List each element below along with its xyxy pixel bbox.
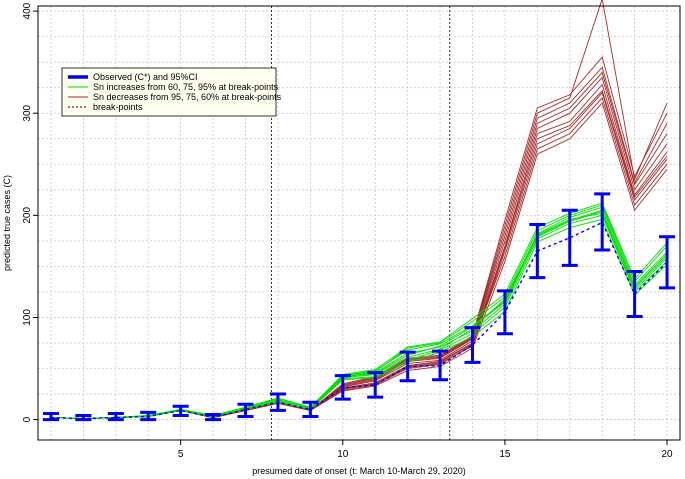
- x-tick-label: 15: [499, 449, 511, 460]
- y-axis-label: predicted true cases (C): [2, 175, 12, 271]
- x-tick-label: 5: [178, 449, 184, 460]
- observed-point: [211, 415, 215, 420]
- legend-box: [61, 67, 277, 117]
- red-series-line: [50, 102, 668, 420]
- observed-point: [438, 363, 442, 368]
- y-tick-label: 100: [22, 309, 33, 326]
- plot-frame: [37, 5, 681, 441]
- red-series-line: [50, 97, 668, 420]
- red-series-line: [50, 89, 668, 420]
- observed-point: [179, 408, 183, 412]
- legend-label: break-points: [93, 102, 143, 112]
- x-axis: 5 10 15 20: [178, 440, 673, 460]
- legend-label: Sn decreases from 95, 75, 60% at break-p…: [93, 92, 282, 102]
- observed-point: [341, 386, 345, 390]
- y-axis: 0 100 200 300 400: [22, 2, 38, 422]
- observed-point: [568, 236, 572, 240]
- green-series-line: [50, 202, 668, 420]
- observed-point: [470, 343, 475, 347]
- observed-point: [276, 400, 280, 404]
- y-tick-label: 300: [22, 104, 33, 121]
- observed-point: [535, 249, 539, 253]
- observed-point: [665, 260, 669, 264]
- legend-label: Observed (C*) and 95%CI: [93, 72, 198, 82]
- legend-label: Sn increases from 60, 75, 95% at break-p…: [93, 82, 279, 92]
- observed-point: [406, 364, 410, 369]
- observed-point: [49, 415, 53, 420]
- observed-layer: [42, 192, 676, 422]
- observed-line: [50, 221, 668, 420]
- x-tick-label: 10: [337, 449, 349, 460]
- x-axis-label: presumed date of onset (t: March 10-Marc…: [252, 466, 466, 476]
- red-series-line: [50, 91, 668, 420]
- y-tick-label: 0: [22, 416, 33, 422]
- observed-point: [373, 383, 377, 387]
- observed-point: [114, 415, 118, 420]
- y-tick-label: 200: [22, 207, 33, 224]
- observed-point: [503, 310, 507, 314]
- red-series-line: [50, 71, 668, 420]
- y-tick-label: 400: [22, 2, 33, 19]
- observed-point: [146, 414, 150, 419]
- observed-point: [633, 292, 637, 296]
- observed-point: [243, 407, 248, 411]
- observed-point: [600, 220, 604, 225]
- x-tick-label: 20: [661, 449, 673, 460]
- observed-point: [81, 416, 85, 421]
- observed-point: [308, 407, 312, 411]
